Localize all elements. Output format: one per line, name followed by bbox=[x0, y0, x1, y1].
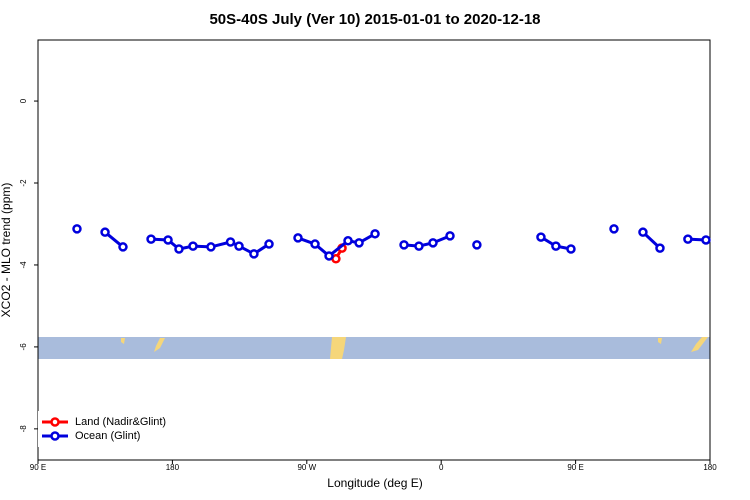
data-point bbox=[72, 224, 82, 234]
data-point bbox=[206, 242, 216, 252]
data-point bbox=[655, 243, 665, 253]
legend-marker bbox=[50, 417, 60, 427]
legend-marker bbox=[50, 431, 60, 441]
data-point bbox=[414, 241, 424, 251]
plot-frame bbox=[37, 39, 711, 461]
data-point bbox=[118, 242, 128, 252]
legend-label: Ocean (Glint) bbox=[75, 430, 140, 442]
data-point bbox=[354, 238, 364, 248]
y-tick-label: -2 bbox=[19, 179, 28, 187]
data-point bbox=[399, 240, 409, 250]
x-axis-label: Longitude (deg E) bbox=[327, 476, 422, 490]
data-point bbox=[609, 224, 619, 234]
data-point bbox=[445, 231, 455, 241]
x-tick-label: 0 bbox=[439, 463, 444, 472]
y-axis-label: XCO2 - MLO trend (ppm) bbox=[0, 183, 13, 318]
y-tick-label: 0 bbox=[19, 98, 28, 103]
data-point bbox=[225, 237, 236, 247]
data-point bbox=[551, 241, 561, 251]
series-line bbox=[297, 232, 376, 258]
y-tick-label: -6 bbox=[19, 343, 28, 351]
data-point bbox=[536, 232, 546, 242]
y-tick-label: -8 bbox=[19, 425, 28, 433]
legend-label: Land (Nadir&Glint) bbox=[75, 416, 166, 428]
data-point bbox=[188, 241, 198, 251]
data-point bbox=[174, 244, 184, 254]
x-tick-label: 180 bbox=[703, 463, 717, 472]
data-point bbox=[146, 234, 156, 244]
x-tick-label: 180 bbox=[166, 463, 180, 472]
data-point bbox=[264, 239, 274, 249]
chart-title: 50S-40S July (Ver 10) 2015-01-01 to 2020… bbox=[209, 11, 540, 28]
data-point bbox=[701, 235, 711, 245]
data-point bbox=[293, 233, 303, 243]
data-point bbox=[310, 239, 320, 249]
data-point bbox=[100, 227, 110, 237]
data-point bbox=[472, 240, 482, 250]
series-line bbox=[403, 234, 451, 248]
data-point bbox=[566, 244, 576, 254]
data-point bbox=[234, 241, 244, 251]
data-point bbox=[683, 234, 693, 244]
x-tick-label: 90 E bbox=[30, 463, 46, 472]
data-point bbox=[163, 235, 173, 245]
data-point bbox=[249, 249, 259, 259]
x-tick-label: 90 E bbox=[567, 463, 583, 472]
map-band bbox=[38, 337, 710, 359]
data-point bbox=[370, 229, 380, 239]
y-tick-label: -4 bbox=[19, 261, 28, 269]
data-point bbox=[343, 236, 353, 246]
data-point bbox=[324, 251, 334, 261]
x-tick-label: 90 W bbox=[297, 463, 316, 472]
data-point bbox=[428, 238, 438, 248]
data-point bbox=[638, 227, 648, 237]
legend bbox=[38, 411, 178, 447]
